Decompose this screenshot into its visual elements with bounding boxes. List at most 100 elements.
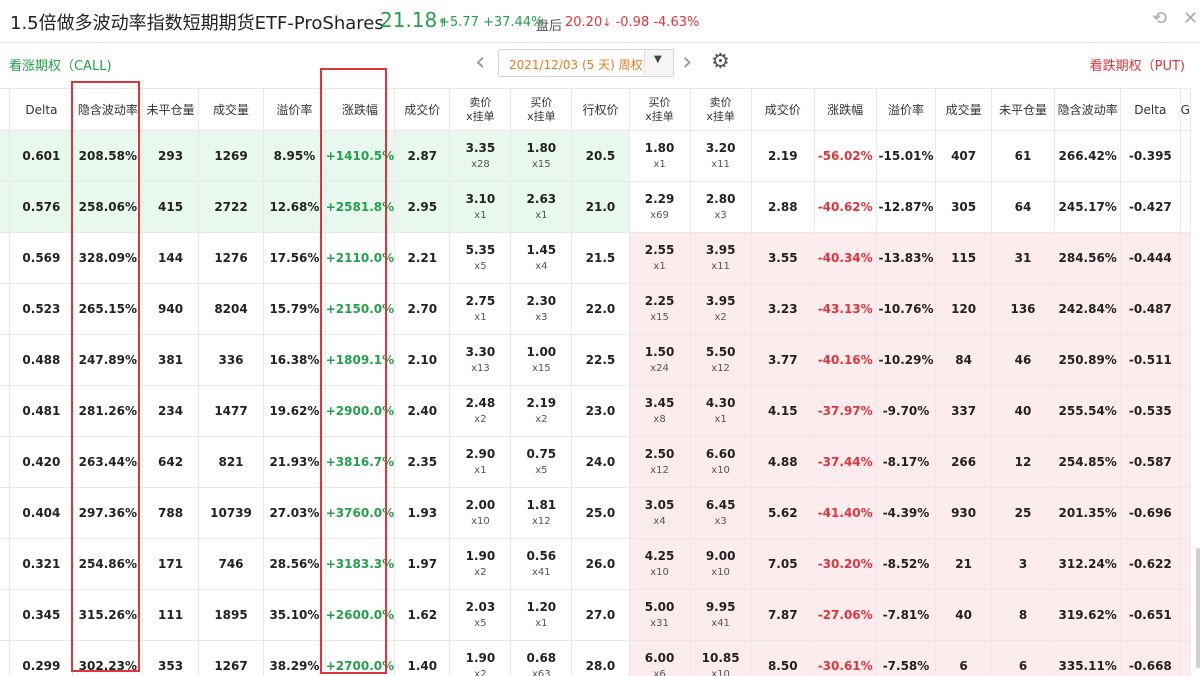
call-bid[interactable]: 1.45 x4 xyxy=(510,232,573,284)
put-bid[interactable]: 2.55 x1 xyxy=(628,232,691,284)
call-ask-price: 3.35 xyxy=(465,141,496,155)
put-header-9[interactable]: G xyxy=(1179,88,1192,131)
strike-header[interactable]: 行权价 xyxy=(571,88,630,131)
call-bid[interactable]: 0.56 x41 xyxy=(510,538,573,590)
put-header-7[interactable]: 隐含波动率 xyxy=(1054,88,1122,131)
call-header-3[interactable]: 未平仓量 xyxy=(142,88,199,131)
call-header-1[interactable]: Delta xyxy=(9,88,74,131)
dropdown-toggle[interactable]: ▼ xyxy=(644,50,673,76)
call-header-8[interactable]: 卖价 x挂单 xyxy=(449,88,512,131)
put-bid[interactable]: 1.80 x1 xyxy=(628,130,691,182)
close-icon[interactable]: ✕ xyxy=(1183,8,1199,29)
table-row[interactable]: 0.481 281.26% 234 1477 19.62% +2900.0% 2.40 2.4… xyxy=(0,385,1192,437)
refresh-icon[interactable]: ⟲ xyxy=(1152,8,1168,29)
put-bid[interactable]: 5.00 x31 xyxy=(628,589,691,641)
put-bid[interactable]: 1.50 x24 xyxy=(628,334,691,386)
put-ask[interactable]: 2.80 x3 xyxy=(689,181,752,233)
table-row[interactable]: 0.404 297.36% 788 10739 27.03% +3760.0% 1.93 2.… xyxy=(0,487,1192,539)
call-ask[interactable]: 3.35 x28 xyxy=(449,130,512,182)
call-bid[interactable]: 1.81 x12 xyxy=(510,487,573,539)
call-premium: 28.56% xyxy=(263,538,326,590)
call-header-0[interactable] xyxy=(0,88,11,131)
table-row[interactable]: 0.345 315.26% 111 1895 35.10% +2600.0% 1.62 2.0… xyxy=(0,589,1192,641)
put-delta: -0.444 xyxy=(1120,232,1181,284)
put-header-3[interactable]: 涨跌幅 xyxy=(813,88,877,131)
put-bid[interactable]: 3.45 x8 xyxy=(628,385,691,437)
call-ask[interactable]: 3.10 x1 xyxy=(449,181,512,233)
gear-icon[interactable]: ⚙ xyxy=(711,49,730,73)
chevron-left-icon[interactable]: ‹ xyxy=(475,47,486,77)
call-header-5[interactable]: 溢价率 xyxy=(263,88,326,131)
put-bid[interactable]: 6.00 x6 xyxy=(628,640,691,676)
put-bid[interactable]: 2.50 x12 xyxy=(628,436,691,488)
call-bid[interactable]: 2.30 x3 xyxy=(510,283,573,335)
call-header-7[interactable]: 成交价 xyxy=(394,88,451,131)
put-header-6[interactable]: 未平仓量 xyxy=(990,88,1056,131)
put-header-8[interactable]: Delta xyxy=(1120,88,1181,131)
call-ask-price: 3.30 xyxy=(465,345,496,359)
table-row[interactable]: 0.523 265.15% 940 8204 15.79% +2150.0% 2.70 2.7… xyxy=(0,283,1192,335)
put-header-2[interactable]: 成交价 xyxy=(750,88,815,131)
put-ask[interactable]: 10.85 x10 xyxy=(689,640,752,676)
chevron-right-icon[interactable]: › xyxy=(682,47,693,77)
call-bid-price: 0.75 xyxy=(526,447,557,461)
table-row[interactable]: 0.601 208.58% 293 1269 8.95% +1410.5% 2.87 3.35… xyxy=(0,130,1192,182)
call-bid[interactable]: 1.00 x15 xyxy=(510,334,573,386)
put-header-1[interactable]: 卖价 x挂单 xyxy=(689,88,752,131)
call-volume: 1269 xyxy=(197,130,265,182)
put-header-0[interactable]: 买价 x挂单 xyxy=(628,88,691,131)
call-ask[interactable]: 2.75 x1 xyxy=(449,283,512,335)
put-ask[interactable]: 9.95 x41 xyxy=(689,589,752,641)
call-header-9[interactable]: 买价 x挂单 xyxy=(510,88,573,131)
call-ask[interactable]: 2.00 x10 xyxy=(449,487,512,539)
call-bid[interactable]: 1.20 x1 xyxy=(510,589,573,641)
call-bid[interactable]: 2.19 x2 xyxy=(510,385,573,437)
call-ask-size: x1 xyxy=(474,210,487,221)
call-premium: 15.79% xyxy=(263,283,326,335)
put-bid[interactable]: 2.25 x15 xyxy=(628,283,691,335)
put-ask[interactable]: 6.45 x3 xyxy=(689,487,752,539)
call-ask[interactable]: 2.03 x5 xyxy=(449,589,512,641)
call-ask[interactable]: 1.90 x2 xyxy=(449,538,512,590)
call-bid[interactable]: 0.68 x63 xyxy=(510,640,573,676)
call-bid[interactable]: 2.63 x1 xyxy=(510,181,573,233)
table-row[interactable]: 0.299 302.23% 353 1267 38.29% +2700.0% 1.40 1.9… xyxy=(0,640,1192,676)
call-gamma xyxy=(0,640,11,676)
call-header-2[interactable]: 隐含波动率 xyxy=(72,88,144,131)
call-ask[interactable]: 2.48 x2 xyxy=(449,385,512,437)
call-header-6[interactable]: 涨跌幅 xyxy=(324,88,396,131)
put-ask[interactable]: 3.95 x2 xyxy=(689,283,752,335)
table-row[interactable]: 0.321 254.86% 171 746 28.56% +3183.3% 1.97 1.90… xyxy=(0,538,1192,590)
put-bid[interactable]: 2.29 x69 xyxy=(628,181,691,233)
table-row[interactable]: 0.576 258.06% 415 2722 12.68% +2581.8% 2.95 3.1… xyxy=(0,181,1192,233)
put-bid[interactable]: 3.05 x4 xyxy=(628,487,691,539)
put-iv: 319.62% xyxy=(1054,589,1122,641)
table-row[interactable]: 0.488 247.89% 381 336 16.38% +1809.1% 2.10 3.30… xyxy=(0,334,1192,386)
put-options-label: 看跌期权（PUT) xyxy=(1089,59,1185,74)
expiry-date-select[interactable]: 2021/12/03 (5 天) 周权 ▼ xyxy=(498,49,674,77)
put-bid[interactable]: 4.25 x10 xyxy=(628,538,691,590)
put-ask[interactable]: 9.00 x10 xyxy=(689,538,752,590)
call-ask[interactable]: 2.90 x1 xyxy=(449,436,512,488)
put-ask[interactable]: 6.60 x10 xyxy=(689,436,752,488)
call-ask[interactable]: 1.90 x2 xyxy=(449,640,512,676)
put-last: 3.55 xyxy=(750,232,815,284)
call-bid[interactable]: 0.75 x5 xyxy=(510,436,573,488)
put-ask-price: 3.95 xyxy=(705,243,736,257)
put-ask[interactable]: 3.95 x11 xyxy=(689,232,752,284)
table-row[interactable]: 0.420 263.44% 642 821 21.93% +3816.7% 2.35 2.90… xyxy=(0,436,1192,488)
put-ask[interactable]: 4.30 x1 xyxy=(689,385,752,437)
call-ask[interactable]: 3.30 x13 xyxy=(449,334,512,386)
call-ask[interactable]: 5.35 x5 xyxy=(449,232,512,284)
put-header-5[interactable]: 成交量 xyxy=(935,88,992,131)
call-bid-price: 2.63 xyxy=(526,192,557,206)
call-bid-size: x63 xyxy=(532,669,551,676)
put-header-4[interactable]: 溢价率 xyxy=(875,88,937,131)
call-header-4[interactable]: 成交量 xyxy=(197,88,265,131)
scrollbar[interactable] xyxy=(1196,548,1200,668)
table-row[interactable]: 0.569 328.09% 144 1276 17.56% +2110.0% 2.21 5.3… xyxy=(0,232,1192,284)
call-bid[interactable]: 1.80 x15 xyxy=(510,130,573,182)
put-ask[interactable]: 5.50 x12 xyxy=(689,334,752,386)
put-ask[interactable]: 3.20 x11 xyxy=(689,130,752,182)
strike-price: 21.0 xyxy=(571,181,630,233)
